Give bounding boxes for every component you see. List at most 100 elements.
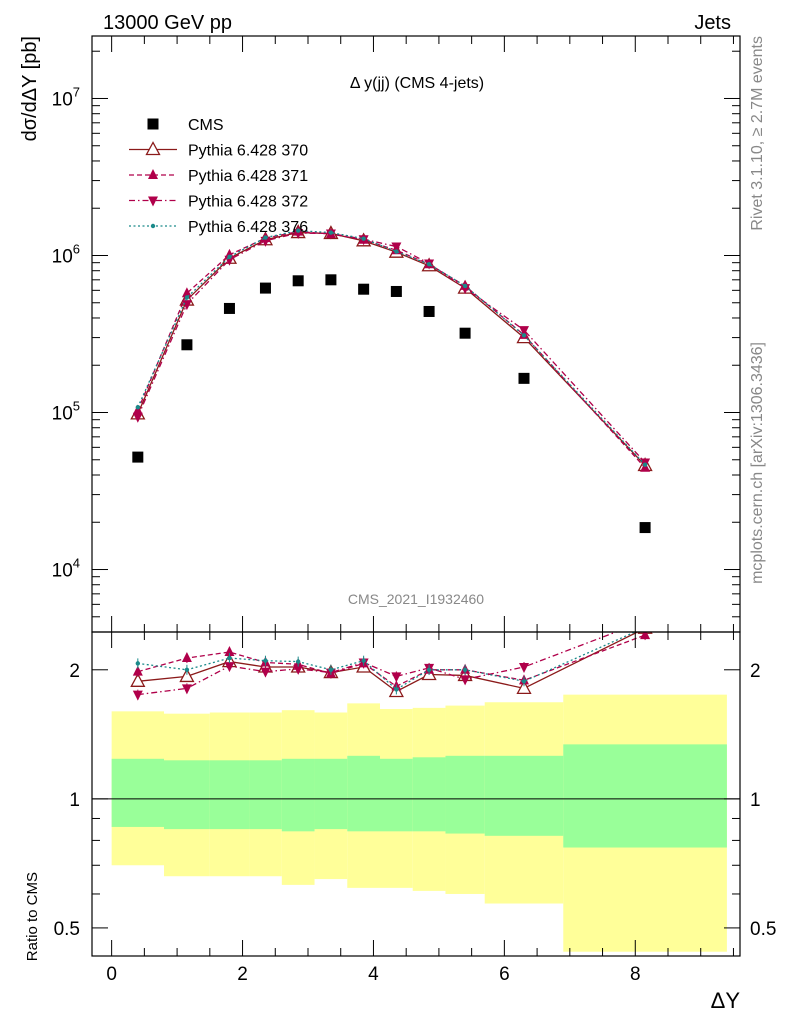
data-point	[181, 300, 192, 311]
green-band	[563, 744, 727, 848]
ratio-point	[640, 632, 651, 640]
data-point	[181, 287, 192, 298]
data-point	[293, 229, 304, 240]
y-tick-label: 106	[52, 241, 80, 267]
ratio-point	[328, 667, 334, 672]
data-point	[460, 284, 471, 295]
series-line	[137, 231, 646, 466]
x-tick-label: 0	[106, 964, 117, 985]
series-line	[137, 229, 646, 466]
x-tick-label: 4	[368, 964, 379, 985]
main-series	[130, 224, 653, 534]
ratio-point	[260, 667, 271, 678]
data-point	[642, 462, 648, 467]
plot-title: Δ y(jj) (CMS 4-jets)	[350, 75, 484, 92]
ratio-point	[394, 687, 399, 692]
header-left: 13000 GeV pp	[103, 12, 232, 34]
ratio-line	[137, 632, 639, 693]
data-point	[423, 305, 435, 317]
data-point	[518, 372, 530, 384]
green-band	[484, 755, 564, 836]
data-point	[227, 254, 232, 260]
data-point	[259, 282, 271, 294]
ratio-point	[293, 664, 304, 675]
ratio-y-axis-label: Ratio to CMS	[24, 872, 41, 961]
ratio-y-tick-label-right: 0.5	[750, 919, 776, 940]
data-point	[519, 326, 529, 337]
ratio-panel: 0.5 0.5 1 1 2 2 0 2 4 6 8 Ratio to CMS ΔY	[24, 617, 777, 1013]
y-tick-label: 104	[52, 556, 80, 582]
legend-item: Pythia 6.428 371	[129, 168, 308, 185]
main-axis-labels: 104 105 106 107	[52, 84, 80, 581]
data-point	[328, 230, 334, 235]
legend-item: Pythia 6.428 370	[129, 141, 308, 160]
green-band	[380, 758, 413, 832]
ratio-y-tick-label-right: 2	[750, 661, 761, 682]
ratio-point	[224, 646, 235, 657]
data-point	[394, 249, 399, 254]
ratio-point	[132, 665, 143, 676]
green-band	[249, 760, 282, 830]
series-pythia-6-428-370	[130, 224, 653, 472]
legend-marker	[148, 196, 158, 207]
green-band	[445, 755, 485, 834]
x-tick-label: 2	[237, 964, 248, 985]
ratio-uncertainty-bands	[111, 694, 727, 952]
data-point	[135, 405, 141, 410]
ratio-point	[643, 625, 647, 629]
ratio-series-pythia-6-428-372	[132, 617, 650, 701]
main-axis-ticks	[92, 36, 740, 633]
ratio-point	[295, 659, 301, 664]
ratio-point	[460, 675, 471, 686]
x-tick-label: 8	[630, 964, 641, 985]
ratio-point	[516, 680, 532, 695]
ratio-point	[132, 690, 143, 701]
series-pythia-6-428-372	[132, 229, 651, 469]
data-point	[361, 236, 366, 241]
ratio-point	[224, 662, 235, 673]
ratio-point	[227, 655, 232, 661]
ratio-panel-frame	[91, 631, 741, 957]
ratio-point	[462, 667, 468, 672]
data-point	[132, 412, 143, 423]
green-band	[164, 760, 210, 830]
header-right: Jets	[694, 12, 731, 34]
side-label-bottom: mcplots.cern.ch [arXiv:1306.3436]	[749, 342, 766, 584]
data-point	[223, 302, 235, 314]
data-point	[292, 275, 304, 287]
data-point	[462, 283, 468, 289]
main-panel: 104 105 106 107 dσ/dΔY [pb] Δ y(jj) (CMS 4-…	[19, 35, 741, 633]
data-point	[181, 339, 193, 351]
ratio-series	[130, 617, 653, 701]
data-point	[391, 242, 402, 253]
green-band	[281, 758, 315, 832]
legend-marker	[145, 141, 161, 156]
legend: CMS Pythia 6.428 370 Pythia 6.428 371 Pythi…	[129, 117, 308, 236]
ratio-point	[130, 672, 146, 687]
ratio-axis-labels: 0.5 0.5 1 1 2 2 0 2 4 6 8	[54, 661, 777, 985]
ratio-y-tick-label: 0.5	[54, 919, 80, 940]
ratio-point	[519, 663, 529, 674]
ratio-point	[361, 658, 366, 663]
data-point	[132, 451, 144, 463]
legend-item: Pythia 6.428 376	[129, 219, 308, 236]
ratio-y-tick-label: 1	[69, 790, 80, 811]
data-point	[521, 333, 527, 338]
ratio-y-tick-label: 2	[69, 661, 80, 682]
ratio-line	[137, 632, 637, 691]
data-point	[325, 274, 337, 286]
main-y-axis-label: dσ/dΔY [pb]	[19, 36, 41, 141]
legend-marker	[148, 169, 158, 179]
ratio-axis-ticks	[92, 632, 740, 956]
ratio-point	[640, 617, 650, 627]
data-point	[295, 228, 301, 233]
y-tick-label: 107	[52, 84, 80, 110]
data-point	[263, 235, 268, 240]
ratio-series-pythia-6-428-376	[135, 625, 647, 695]
legend-label: Pythia 6.428 371	[188, 168, 308, 185]
series-cms	[132, 274, 651, 534]
legend-label: Pythia 6.428 376	[188, 219, 308, 236]
y-tick-label: 105	[52, 399, 80, 425]
data-point	[426, 262, 432, 267]
